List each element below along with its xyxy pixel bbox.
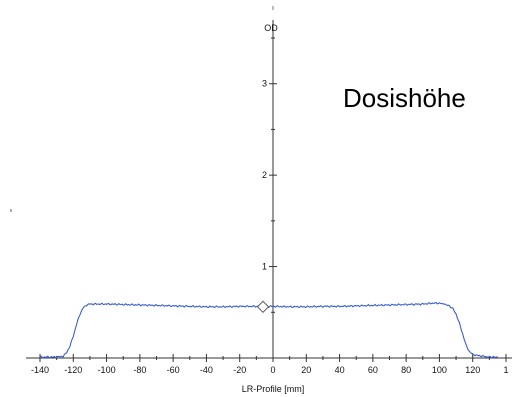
x-tick-label: -60 — [167, 365, 180, 375]
x-tick-label: 120 — [465, 365, 480, 375]
profile-line — [39, 301, 498, 359]
x-tick-label: -80 — [133, 365, 146, 375]
x-tick-label: -100 — [98, 365, 116, 375]
y-tick-label: 1 — [262, 262, 267, 272]
x-tick-label: -140 — [31, 365, 49, 375]
x-tick-label: 20 — [301, 365, 311, 375]
y-axis-title: OD — [264, 23, 278, 33]
y-tick-label: 2 — [262, 170, 267, 180]
x-tick-label: -20 — [233, 365, 246, 375]
x-tick-label: 60 — [368, 365, 378, 375]
x-tick-label: -40 — [200, 365, 213, 375]
x-tick-label: -120 — [64, 365, 82, 375]
x-tick-label: 1 — [503, 365, 508, 375]
series-layer — [39, 300, 498, 359]
diamond-marker — [256, 300, 270, 314]
x-axis-title: LR-Profile [mm] — [242, 384, 305, 394]
axes — [10, 6, 512, 362]
dose-height-annotation: Dosishöhe — [343, 83, 466, 113]
x-tick-label: 100 — [432, 365, 447, 375]
x-tick-label: 80 — [401, 365, 411, 375]
x-tick-label: 40 — [335, 365, 345, 375]
x-tick-label: 0 — [270, 365, 275, 375]
labels: -140 -120 -100 -80 -60 -40 -20 0 20 40 60 80 100 120 1… — [31, 79, 509, 375]
y-tick-label: 3 — [262, 79, 267, 89]
